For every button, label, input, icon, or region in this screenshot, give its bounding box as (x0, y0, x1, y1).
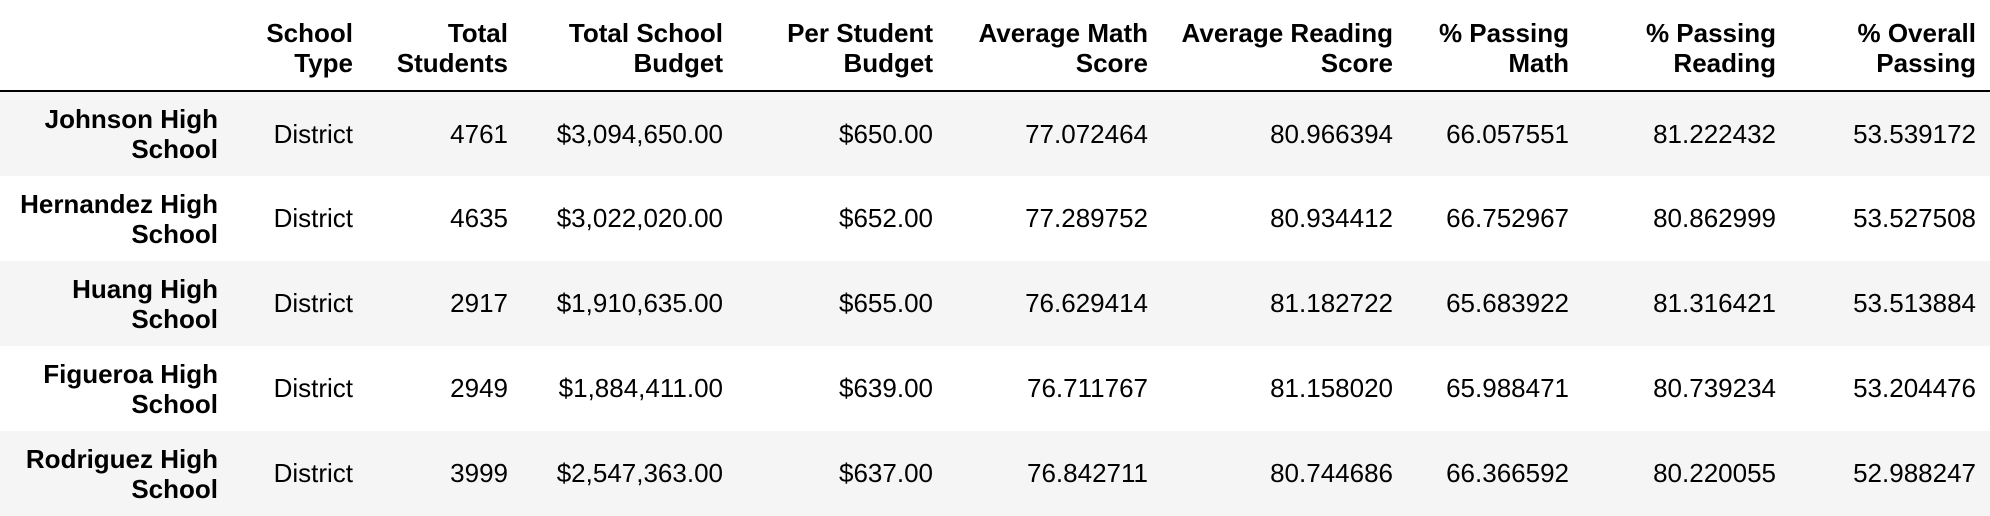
cell-passing-math: 66.366592 (1446, 458, 1569, 488)
column-header-average-reading-score: Average Reading Score (1162, 0, 1407, 92)
column-header-average-math-score: Average Math Score (947, 0, 1162, 92)
cell-per-student-budget: $637.00 (839, 458, 933, 488)
cell-per-student-budget: $639.00 (839, 373, 933, 403)
row-index-school: Johnson High School (44, 104, 218, 164)
column-header-passing-reading: % Passing Reading (1583, 0, 1790, 92)
cell-overall-passing: 53.539172 (1853, 118, 1976, 149)
cell-average-math-score: 77.289752 (1025, 203, 1148, 233)
cell-passing-math: 66.752967 (1446, 203, 1569, 233)
cell-average-math-score: 77.072464 (1025, 118, 1148, 149)
cell-school-type: District (273, 373, 353, 403)
cell-overall-passing: 52.988247 (1853, 458, 1976, 488)
column-header-school-type: School Type (232, 0, 367, 92)
table-body: Johnson High School District 4761 $3,094… (0, 91, 1990, 516)
row-index-school: Hernandez High School (20, 188, 218, 249)
column-header-per-student-budget: Per Student Budget (737, 0, 947, 92)
cell-total-school-budget: $2,547,363.00 (556, 458, 723, 488)
cell-average-math-score: 76.711767 (1027, 373, 1148, 403)
cell-school-type: District (273, 458, 353, 488)
cell-total-school-budget: $1,884,411.00 (558, 373, 723, 403)
cell-total-students: 2949 (450, 373, 508, 403)
column-header-overall-passing: % Overall Passing (1790, 0, 1990, 92)
cell-passing-reading: 80.862999 (1653, 203, 1776, 233)
column-header-total-school-budget: Total School Budget (522, 0, 737, 92)
cell-average-reading-score: 80.966394 (1270, 118, 1393, 149)
table-row: Figueroa High School District 2949 $1,88… (0, 346, 1990, 431)
cell-total-students: 2917 (450, 288, 508, 318)
cell-per-student-budget: $650.00 (839, 118, 933, 149)
cell-overall-passing: 53.204476 (1853, 373, 1976, 403)
cell-school-type: District (273, 288, 353, 318)
table-header: School Type Total Students Total School … (0, 0, 1990, 92)
header-row: School Type Total Students Total School … (0, 0, 1990, 92)
cell-passing-reading: 81.222432 (1653, 118, 1776, 149)
cell-average-reading-score: 81.158020 (1270, 373, 1393, 403)
cell-per-student-budget: $652.00 (839, 203, 933, 233)
cell-passing-math: 65.683922 (1446, 288, 1569, 318)
cell-average-reading-score: 81.182722 (1270, 288, 1393, 318)
cell-school-type: District (273, 118, 353, 149)
cell-average-reading-score: 80.934412 (1270, 203, 1393, 233)
cell-passing-math: 65.988471 (1446, 373, 1569, 403)
table-row: Johnson High School District 4761 $3,094… (0, 91, 1990, 176)
cell-per-student-budget: $655.00 (839, 288, 933, 318)
table-row: Hernandez High School District 4635 $3,0… (0, 176, 1990, 261)
cell-passing-math: 66.057551 (1446, 118, 1569, 149)
cell-school-type: District (273, 203, 353, 233)
row-index-school: Huang High School (72, 273, 218, 334)
cell-total-students: 4761 (450, 118, 508, 149)
cell-average-reading-score: 80.744686 (1270, 458, 1393, 488)
cell-total-school-budget: $1,910,635.00 (556, 288, 723, 318)
cell-total-school-budget: $3,094,650.00 (556, 118, 723, 149)
cell-overall-passing: 53.527508 (1853, 203, 1976, 233)
row-index-school: Figueroa High School (43, 358, 218, 419)
column-header-total-students: Total Students (367, 0, 522, 92)
cell-total-students: 3999 (450, 458, 508, 488)
table-row: Rodriguez High School District 3999 $2,5… (0, 431, 1990, 516)
cell-passing-reading: 80.739234 (1653, 373, 1776, 403)
row-index-school: Rodriguez High School (25, 443, 218, 504)
column-header-passing-math: % Passing Math (1407, 0, 1583, 92)
cell-total-students: 4635 (450, 203, 508, 233)
cell-total-school-budget: $3,022,020.00 (556, 203, 723, 233)
cell-passing-reading: 81.316421 (1653, 288, 1776, 318)
cell-passing-reading: 80.220055 (1653, 458, 1776, 488)
cell-average-math-score: 76.629414 (1025, 288, 1148, 318)
cell-average-math-score: 76.842711 (1027, 458, 1148, 488)
table-row: Huang High School District 2917 $1,910,6… (0, 261, 1990, 346)
cell-overall-passing: 53.513884 (1853, 288, 1976, 318)
index-header (0, 0, 232, 92)
